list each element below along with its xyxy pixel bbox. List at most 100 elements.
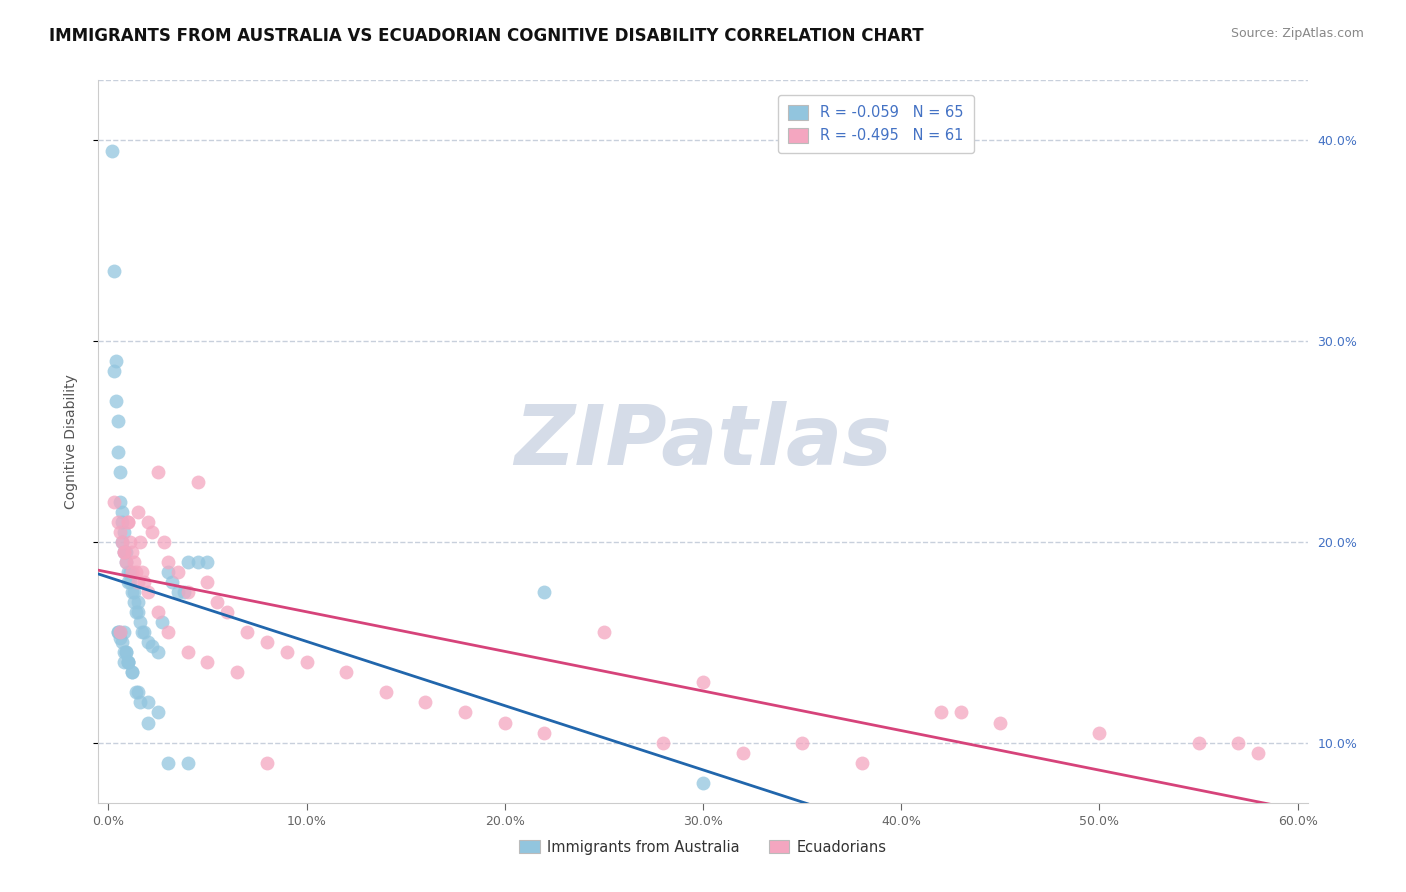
Point [136, 635, 159, 649]
Point [146, 465, 169, 479]
Point [107, 625, 129, 640]
Point [132, 625, 155, 640]
Point [217, 605, 239, 619]
Point [112, 625, 135, 640]
Point [117, 515, 139, 529]
Point [131, 625, 153, 640]
Point [121, 565, 143, 579]
Point [129, 534, 152, 549]
Point [117, 655, 139, 669]
Point [533, 585, 555, 599]
Point [146, 645, 169, 659]
Point [121, 665, 143, 680]
Point [110, 625, 132, 640]
Point [127, 505, 149, 519]
Point [122, 555, 145, 569]
Point [1187, 735, 1209, 749]
Y-axis label: Cognitive Disability: Cognitive Disability [63, 374, 77, 509]
Point [454, 706, 477, 720]
Point [117, 574, 139, 589]
Point [197, 555, 219, 569]
Point [122, 595, 145, 609]
Point [117, 655, 139, 669]
Point [111, 534, 134, 549]
Point [790, 735, 813, 749]
Point [129, 615, 152, 630]
Point [112, 655, 135, 669]
Point [127, 595, 149, 609]
Point [335, 665, 357, 680]
Point [156, 625, 179, 640]
Point [153, 534, 176, 549]
Point [112, 545, 135, 559]
Point [112, 645, 135, 659]
Point [115, 645, 138, 659]
Point [125, 605, 148, 619]
Point [136, 515, 159, 529]
Point [115, 545, 138, 559]
Point [156, 565, 179, 579]
Point [121, 545, 143, 559]
Point [136, 585, 159, 599]
Point [110, 632, 132, 646]
Point [115, 555, 138, 569]
Point [197, 574, 219, 589]
Point [111, 534, 134, 549]
Point [112, 545, 135, 559]
Point [101, 144, 124, 158]
Text: Source: ZipAtlas.com: Source: ZipAtlas.com [1230, 27, 1364, 40]
Point [150, 615, 173, 630]
Point [111, 515, 134, 529]
Point [374, 685, 396, 699]
Point [110, 494, 132, 508]
Point [692, 775, 714, 790]
Text: ZIPatlas: ZIPatlas [515, 401, 891, 482]
Point [851, 756, 873, 770]
Point [117, 565, 139, 579]
Point [136, 696, 159, 710]
Point [129, 696, 152, 710]
Point [103, 494, 125, 508]
Point [120, 534, 142, 549]
Point [117, 655, 139, 669]
Point [121, 585, 143, 599]
Point [1247, 746, 1270, 760]
Point [156, 756, 179, 770]
Point [117, 515, 139, 529]
Point [295, 655, 318, 669]
Point [107, 515, 129, 529]
Point [949, 706, 972, 720]
Point [136, 715, 159, 730]
Point [107, 625, 129, 640]
Legend: Immigrants from Australia, Ecuadorians: Immigrants from Australia, Ecuadorians [513, 834, 893, 861]
Point [132, 574, 155, 589]
Point [256, 756, 278, 770]
Point [731, 746, 754, 760]
Point [176, 645, 198, 659]
Point [112, 545, 135, 559]
Point [127, 605, 149, 619]
Point [111, 635, 134, 649]
Point [127, 574, 149, 589]
Point [120, 574, 142, 589]
Point [107, 414, 129, 428]
Point [105, 354, 128, 368]
Point [146, 605, 169, 619]
Point [120, 565, 142, 579]
Point [131, 565, 153, 579]
Point [125, 685, 148, 699]
Point [415, 696, 437, 710]
Point [197, 655, 219, 669]
Point [107, 444, 129, 458]
Point [176, 585, 198, 599]
Point [929, 706, 952, 720]
Point [110, 625, 132, 640]
Point [256, 635, 278, 649]
Point [173, 585, 195, 599]
Point [276, 645, 298, 659]
Point [166, 585, 188, 599]
Point [156, 555, 179, 569]
Point [103, 264, 125, 278]
Point [186, 475, 208, 489]
Point [166, 565, 188, 579]
